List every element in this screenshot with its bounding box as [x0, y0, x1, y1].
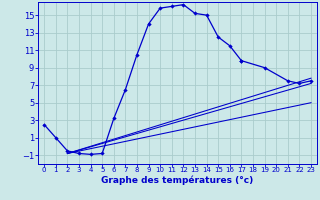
X-axis label: Graphe des températures (°c): Graphe des températures (°c)	[101, 176, 254, 185]
